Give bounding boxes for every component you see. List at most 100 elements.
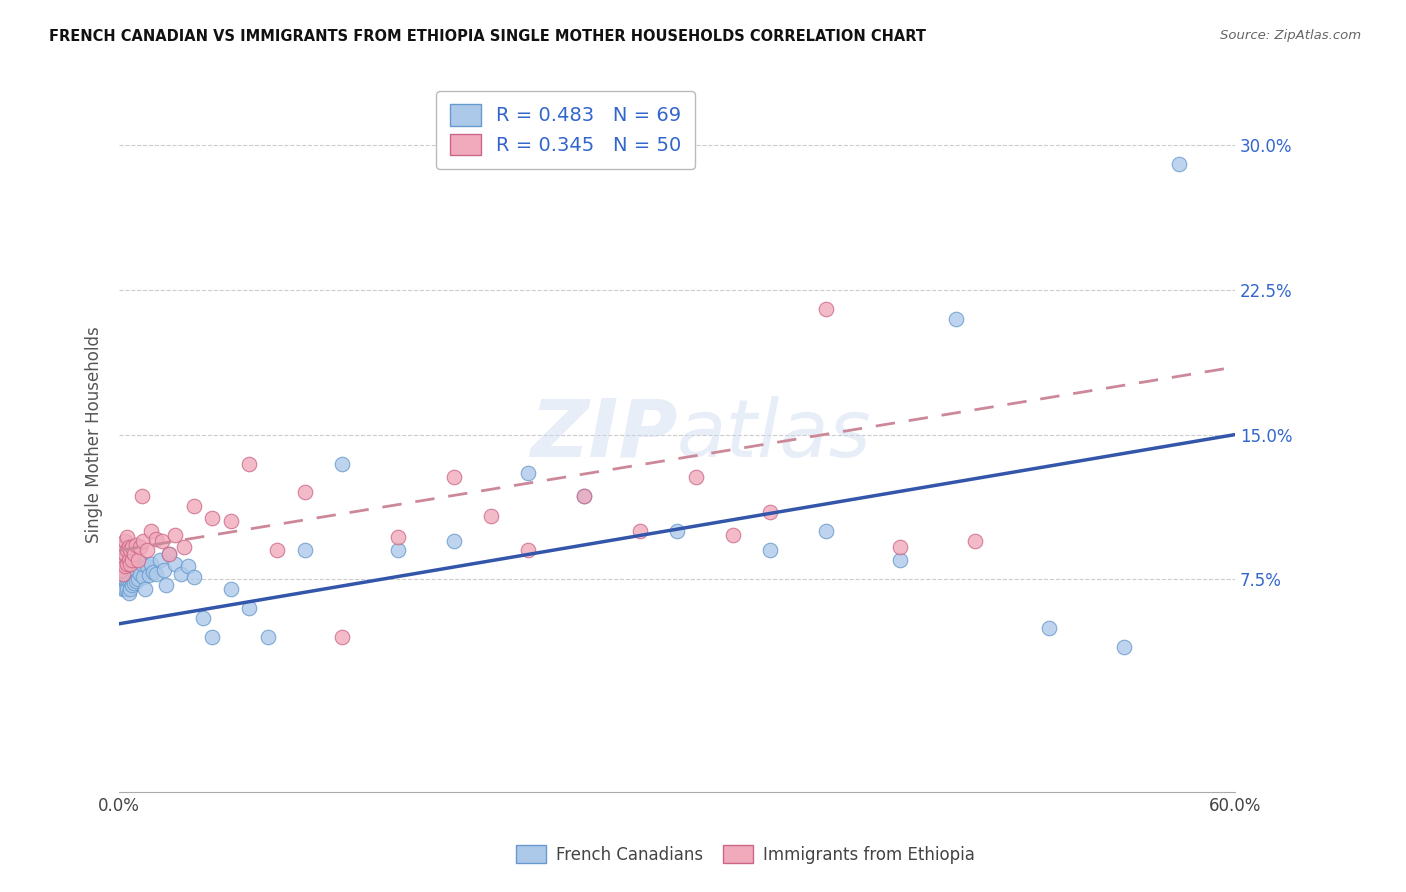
Point [127, 558, 149, 573]
Point [145, 532, 167, 546]
Point [153, 563, 176, 577]
Point [479, 508, 502, 523]
Point [110, 553, 132, 567]
Point [111, 566, 134, 581]
Point [142, 565, 165, 579]
Point [574, 489, 596, 503]
Legend: French Canadians, Immigrants from Ethiopia: French Canadians, Immigrants from Ethiop… [509, 838, 981, 871]
Point [387, 530, 409, 544]
Point [759, 505, 782, 519]
Point [145, 566, 167, 581]
Point [132, 570, 155, 584]
Point [125, 563, 148, 577]
Point [814, 524, 837, 538]
Point [115, 582, 138, 596]
Point [517, 466, 540, 480]
Y-axis label: Single Mother Households: Single Mother Households [86, 326, 103, 543]
Text: ZIP: ZIP [530, 395, 678, 474]
Point [110, 563, 132, 577]
Point [219, 515, 242, 529]
Point [294, 543, 316, 558]
Point [117, 586, 139, 600]
Point [517, 543, 540, 558]
Point [114, 563, 136, 577]
Point [814, 302, 837, 317]
Point [177, 558, 200, 573]
Point [110, 540, 132, 554]
Point [114, 553, 136, 567]
Point [266, 543, 288, 558]
Point [125, 538, 148, 552]
Point [219, 582, 242, 596]
Point [117, 551, 139, 566]
Point [1112, 640, 1135, 654]
Point [332, 457, 354, 471]
Point [110, 572, 132, 586]
Point [120, 558, 142, 573]
Point [889, 553, 911, 567]
Point [127, 553, 149, 567]
Point [165, 528, 187, 542]
Point [120, 570, 142, 584]
Point [574, 489, 596, 503]
Point [111, 582, 134, 596]
Point [117, 572, 139, 586]
Point [136, 558, 159, 573]
Point [183, 499, 205, 513]
Point [122, 547, 145, 561]
Point [443, 533, 465, 548]
Point [121, 578, 143, 592]
Point [963, 533, 986, 548]
Point [122, 565, 145, 579]
Point [110, 543, 132, 558]
Point [127, 572, 149, 586]
Point [134, 582, 156, 596]
Point [443, 470, 465, 484]
Point [149, 553, 172, 567]
Point [169, 566, 191, 581]
Point [128, 566, 150, 581]
Point [201, 510, 224, 524]
Point [238, 601, 260, 615]
Point [125, 574, 148, 589]
Point [111, 543, 134, 558]
Point [128, 540, 150, 554]
Point [114, 547, 136, 561]
Point [294, 485, 316, 500]
Point [139, 524, 162, 538]
Point [131, 557, 153, 571]
Point [387, 543, 409, 558]
Point [121, 566, 143, 581]
Point [132, 533, 155, 548]
Point [111, 563, 134, 577]
Text: Source: ZipAtlas.com: Source: ZipAtlas.com [1220, 29, 1361, 42]
Point [201, 630, 224, 644]
Point [155, 578, 177, 592]
Point [889, 540, 911, 554]
Point [111, 553, 134, 567]
Point [115, 572, 138, 586]
Point [332, 630, 354, 644]
Point [115, 558, 138, 573]
Point [115, 547, 138, 561]
Point [111, 553, 134, 567]
Point [628, 524, 651, 538]
Point [165, 557, 187, 571]
Point [114, 533, 136, 548]
Point [114, 572, 136, 586]
Point [666, 524, 689, 538]
Point [120, 582, 142, 596]
Point [759, 543, 782, 558]
Point [117, 553, 139, 567]
Point [150, 533, 173, 548]
Point [110, 563, 132, 577]
Point [191, 611, 214, 625]
Point [115, 543, 138, 558]
Text: atlas: atlas [678, 395, 872, 474]
Point [114, 558, 136, 573]
Legend: R = 0.483   N = 69, R = 0.345   N = 50: R = 0.483 N = 69, R = 0.345 N = 50 [436, 91, 695, 169]
Point [121, 557, 143, 571]
Point [120, 543, 142, 558]
Point [945, 311, 967, 326]
Point [122, 576, 145, 591]
